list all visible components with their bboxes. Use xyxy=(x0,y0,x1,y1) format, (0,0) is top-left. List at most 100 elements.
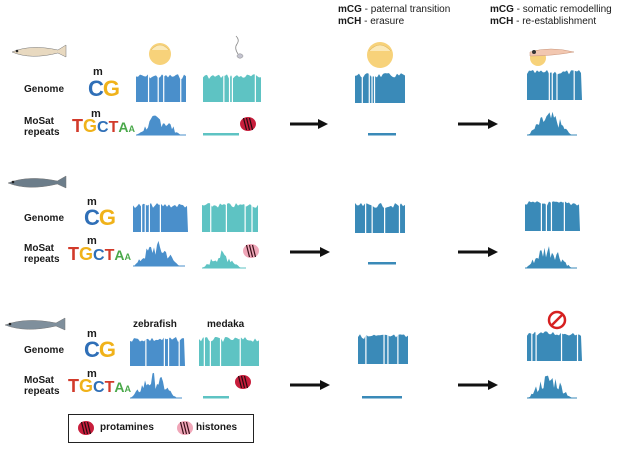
genome-block-gap xyxy=(576,331,579,361)
genome-block-gap xyxy=(545,201,547,231)
methyl-mark: m xyxy=(87,328,97,340)
legend-histones: histones xyxy=(196,422,238,433)
genome-block xyxy=(199,337,259,366)
genome-block-gap xyxy=(551,70,553,100)
mosat-profile xyxy=(525,246,577,268)
protamine-icon-stripe xyxy=(237,375,243,389)
mosat-flat xyxy=(368,133,396,136)
transition-arrow-head xyxy=(488,247,498,257)
genome-block xyxy=(355,203,405,233)
methyl-mark: m xyxy=(91,108,101,120)
genome-block-gap xyxy=(209,337,211,366)
paternal-header: mCG - paternal transition mCH - erasure xyxy=(338,4,451,27)
genome-block-gap xyxy=(550,201,553,231)
histone-icon-stripe xyxy=(248,244,254,258)
transition-arrow-head xyxy=(488,380,498,390)
transition-arrow-head xyxy=(318,119,328,129)
prohibition-icon-slash xyxy=(551,314,563,326)
medaka-label: medaka xyxy=(207,319,245,330)
cg-motif-3: CG xyxy=(84,337,116,362)
genome-block-gap xyxy=(159,203,161,232)
zebrafish-label: zebrafish xyxy=(133,319,177,330)
mosat-profile xyxy=(527,375,577,398)
genome-block-gap xyxy=(210,203,212,232)
histone-icon-stripe xyxy=(251,244,257,258)
mosat-label-1: MoSat repeats xyxy=(24,116,60,138)
genome-block xyxy=(527,70,582,100)
genome-label-3: Genome xyxy=(24,345,65,356)
legend-histone-icon-stripe xyxy=(185,421,191,435)
genome-block-gap xyxy=(157,74,159,102)
methyl-mark: m xyxy=(93,66,103,78)
larva-icon-eye xyxy=(532,50,536,54)
genome-block-gap xyxy=(147,74,150,102)
genome-block-gap xyxy=(563,201,565,231)
egg-icon-cap xyxy=(368,44,392,52)
mosat-profile xyxy=(202,250,246,268)
mosat-profile xyxy=(527,111,577,135)
legend-protamine-icon-stripe xyxy=(86,421,92,435)
genome-block-gap xyxy=(145,337,147,366)
genome-block-gap xyxy=(531,331,533,361)
genome-block-gap xyxy=(178,337,180,366)
genome-block-gap xyxy=(244,203,246,232)
genome-block xyxy=(527,331,582,361)
methyl-mark: m xyxy=(87,368,97,380)
genome-block-gap xyxy=(387,334,389,364)
genome-block-gap xyxy=(368,73,370,103)
mosat-flat xyxy=(203,396,229,399)
genome-block-gap xyxy=(219,337,222,366)
mosat-flat xyxy=(368,262,396,265)
cg-motif-2: CG xyxy=(84,205,116,230)
legend-histone-icon-stripe xyxy=(182,421,188,435)
genome-block xyxy=(136,74,186,102)
protamine-icon-stripe xyxy=(240,375,246,389)
genome-label-2: Genome xyxy=(24,213,65,224)
genome-block-gap xyxy=(560,331,563,361)
genome-block-gap xyxy=(397,334,399,364)
genome-block-gap xyxy=(140,203,143,232)
protamine-icon-stripe xyxy=(242,117,248,131)
genome-block-gap xyxy=(398,203,401,233)
genome-block-gap xyxy=(361,73,363,103)
genome-block-gap xyxy=(365,334,367,364)
mosat-label-2: MoSat repeats xyxy=(24,243,60,265)
genome-block-gap xyxy=(225,203,227,232)
genome-block xyxy=(525,201,580,231)
genome-block-gap xyxy=(535,331,537,361)
methyl-mark: m xyxy=(87,235,97,247)
zebrafish-icon xyxy=(7,175,67,189)
histone-icon-stripe xyxy=(245,244,251,258)
mosat-profile xyxy=(136,115,186,135)
genome-block xyxy=(358,334,408,364)
genome-block-gap xyxy=(383,334,385,364)
genome-label-1: Genome xyxy=(24,84,65,95)
cg-motif-1: CG xyxy=(88,76,120,101)
genome-block-gap xyxy=(231,74,233,102)
legend-protamine-icon-stripe xyxy=(80,421,86,435)
genome-block-gap xyxy=(228,74,231,102)
transition-arrow-head xyxy=(488,119,498,129)
sperm-icon-tail xyxy=(235,35,239,55)
zebrafish-icon-eye xyxy=(11,180,15,184)
somatic-header: mCG - somatic remodelling mCH - re-estab… xyxy=(490,4,612,27)
larva-icon xyxy=(529,48,575,57)
genome-block-gap xyxy=(144,203,146,232)
egg-icon-cap xyxy=(150,44,170,51)
mosat-motif-1: TGCTAA xyxy=(72,116,135,136)
genome-block xyxy=(355,73,405,103)
genome-block xyxy=(202,203,258,232)
medaka-fish-icon-eye xyxy=(15,49,19,53)
sperm-icon xyxy=(236,53,244,59)
genome-block xyxy=(130,337,185,366)
transition-arrow-head xyxy=(320,380,330,390)
protamine-icon-stripe xyxy=(243,375,249,389)
genome-block-gap xyxy=(239,337,241,366)
genome-block-gap xyxy=(365,203,367,233)
genome-block-gap xyxy=(540,201,543,231)
protamine-icon-stripe xyxy=(245,117,251,131)
mosat-motif-2: TGCTAA xyxy=(68,244,131,264)
genome-block-gap xyxy=(163,337,165,366)
protamine-icon-stripe xyxy=(248,117,254,131)
mosat-flat xyxy=(203,133,239,136)
